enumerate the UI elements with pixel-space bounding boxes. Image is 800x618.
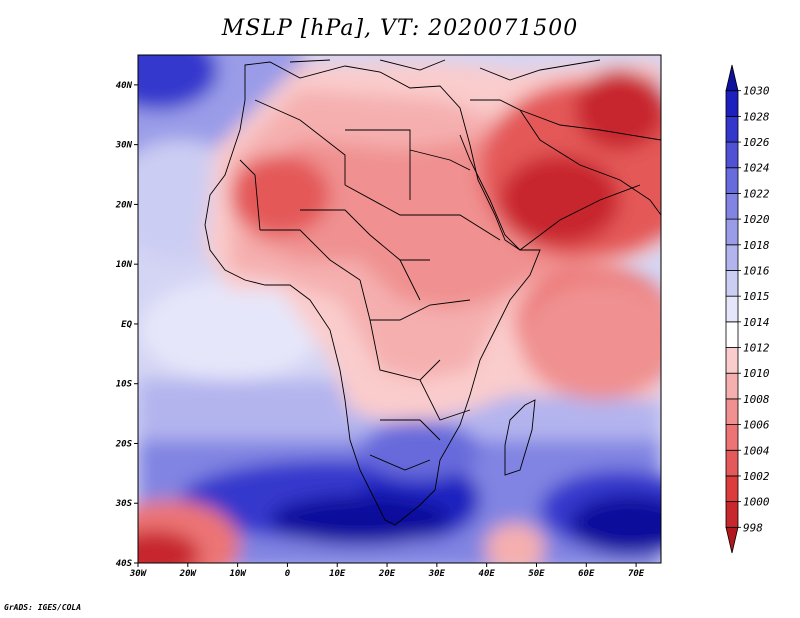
lat-label: 30N <box>115 141 133 151</box>
grads-credit: GrADS: IGES/COLA <box>4 603 82 612</box>
plot-frame <box>137 54 662 564</box>
colorbar-label: 1006 <box>743 419 770 432</box>
colorbar-segment <box>725 193 739 220</box>
colorbar-label: 1008 <box>743 393 770 406</box>
lat-label: 10N <box>116 260 133 270</box>
colorbar-label: 1024 <box>743 162 770 175</box>
colorbar-segment <box>725 218 739 246</box>
colorbar-segment <box>725 115 739 143</box>
colorbar-label: 1030 <box>743 85 770 98</box>
colorbar: 998 1000 1002 1004 1006 1008 1010 1012 1014 1015 1… <box>725 64 770 554</box>
colorbar-label: 1012 <box>743 342 770 355</box>
colorbar-label: 1014 <box>743 316 770 329</box>
colorbar-segment <box>725 372 739 400</box>
colorbar-segment <box>725 270 739 297</box>
colorbar-segment <box>725 347 739 374</box>
colorbar-label: 1000 <box>743 496 770 509</box>
lon-label: 70E <box>628 569 645 579</box>
colorbar-segment <box>725 398 739 425</box>
lon-label: 50E <box>528 569 545 579</box>
pressure-field <box>138 55 661 563</box>
colorbar-segment <box>725 449 739 477</box>
longitude-axis: 30W 20W 10W 0 10E 20E 30E 40E 50E 60E 70E <box>129 563 645 579</box>
colorbar-segment <box>725 90 739 117</box>
colorbar-segment <box>725 424 739 451</box>
colorbar-segment <box>725 141 739 169</box>
latitude-axis: 40N 30N 20N 10N EQ 10S 20S 30S 40S <box>115 81 138 569</box>
map-title: MSLP [hPa], VT: 2020071500 <box>221 16 579 41</box>
colorbar-label: 1004 <box>743 444 770 457</box>
lat-label: 30S <box>115 499 133 509</box>
colorbar-label: 1010 <box>743 367 770 380</box>
lon-label: 20W <box>179 569 198 579</box>
colorbar-label: 1015 <box>743 290 770 303</box>
coastlines <box>204 59 661 526</box>
lon-label: 40E <box>479 569 496 579</box>
colorbar-label: 1018 <box>743 239 770 252</box>
colorbar-label: 1026 <box>743 136 770 149</box>
colorbar-label: 1020 <box>743 213 770 226</box>
lon-label: 10W <box>229 569 247 579</box>
colorbar-segment <box>725 167 739 194</box>
lat-label: 40S <box>116 559 133 569</box>
lon-label: 30E <box>428 569 446 579</box>
lon-label: 20E <box>378 569 396 579</box>
lat-label: 20S <box>115 439 133 449</box>
lat-label: 10S <box>116 380 133 390</box>
lon-label: 0 <box>285 569 291 579</box>
colorbar-label: 1022 <box>743 187 770 200</box>
lat-label: 40N <box>116 81 133 91</box>
lon-label: 60E <box>578 569 595 579</box>
colorbar-label: 998 <box>743 521 763 534</box>
colorbar-segment <box>725 295 739 323</box>
colorbar-segment <box>725 501 739 528</box>
colorbar-segment <box>725 321 739 348</box>
colorbar-segment <box>725 475 739 503</box>
colorbar-segment <box>725 64 739 92</box>
lat-label: EQ <box>121 320 132 330</box>
lat-label: 20N <box>115 200 133 210</box>
colorbar-label: 1016 <box>743 264 770 277</box>
lon-label: 10E <box>329 569 346 579</box>
colorbar-label: 1028 <box>743 110 770 123</box>
colorbar-segment <box>725 526 739 554</box>
colorbar-label: 1002 <box>743 470 770 483</box>
lon-label: 30W <box>129 569 148 579</box>
colorbar-segment <box>725 244 739 271</box>
